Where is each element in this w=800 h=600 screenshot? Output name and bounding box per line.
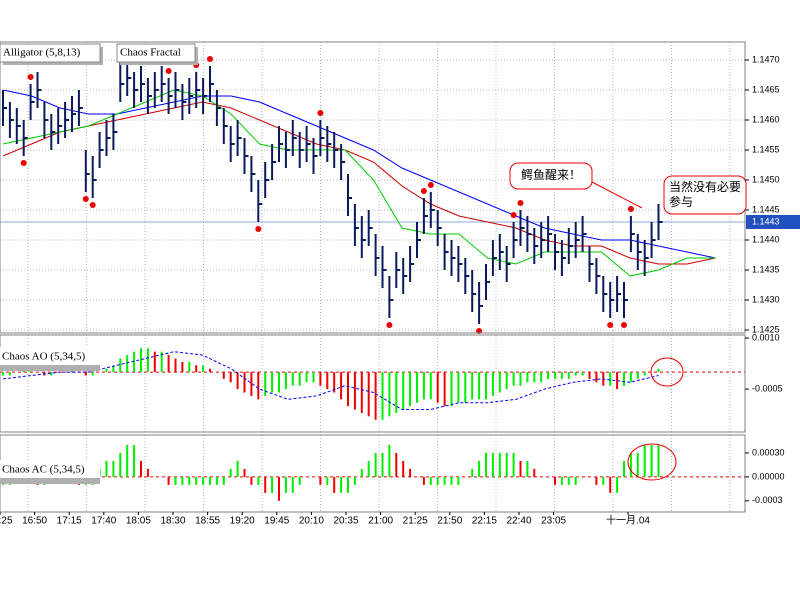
fractal-up — [627, 206, 634, 212]
indicator-label: Chaos Fractal — [120, 47, 181, 59]
x-tick-label: 22:40 — [506, 516, 531, 527]
x-tick-label: 18:55 — [195, 516, 220, 527]
fractal-down — [255, 226, 262, 232]
x-tick-label: 20:10 — [299, 516, 324, 527]
alligator-line — [2, 101, 716, 265]
ao-panel — [0, 334, 746, 433]
x-tick-label: 22:15 — [472, 516, 497, 527]
fractal-down — [89, 202, 96, 208]
fractal-up — [317, 110, 324, 116]
fractal-up — [427, 182, 434, 188]
callout-arrow — [591, 181, 643, 209]
y-tick-label: 1.1435 — [752, 264, 780, 274]
x-tick-label: 19:45 — [264, 516, 289, 527]
y-tick-label: 1.1450 — [752, 174, 780, 184]
fractal-up — [510, 212, 517, 218]
last-price-label: 1.1443 — [752, 216, 780, 226]
fractal-down — [386, 322, 393, 328]
label-box — [0, 460, 100, 480]
highlight-circle — [650, 357, 684, 387]
annotation: 鳄鱼醒来！ — [521, 168, 581, 182]
y-tick-label: -0.0005 — [752, 383, 783, 393]
y-tick-label: 1.1455 — [752, 144, 780, 154]
fractal-down — [621, 322, 627, 328]
panel-title: Chaos AO (5,34,5) — [2, 351, 85, 363]
fractal-up — [420, 188, 427, 194]
x-tick-label: 18:05 — [126, 516, 151, 527]
ac-panel — [0, 434, 746, 513]
indicator-label: Alligator (5,8,13) — [3, 47, 81, 59]
y-tick-label: 1.1460 — [752, 114, 780, 124]
x-tick-label: 19:20 — [230, 516, 255, 527]
x-tick-label: 21:00 — [368, 516, 393, 527]
fractal-down — [82, 196, 89, 202]
x-tick-label: 16:25 — [0, 516, 13, 527]
x-tick-label: 21:25 — [403, 516, 428, 527]
x-tick-label: 17:15 — [57, 516, 82, 527]
y-tick-label: 1.1430 — [752, 294, 780, 304]
last-price-tag — [746, 215, 800, 229]
fractal-down — [20, 160, 27, 166]
panel-title: Chaos AC (5,34,5) — [2, 464, 85, 476]
signal-line — [2, 351, 659, 411]
x-tick-label: 23:05 — [541, 516, 566, 527]
label-box — [0, 347, 100, 367]
fractal-up — [207, 56, 213, 62]
y-tick-label: 1.1470 — [752, 54, 780, 64]
alligator-line — [2, 89, 716, 277]
label-box — [0, 43, 101, 63]
fractal-up — [517, 200, 524, 206]
x-tick-label: 21:50 — [437, 516, 462, 527]
y-tick-label: 0.00000 — [752, 471, 785, 481]
x-tick-label: 十一月.04 — [606, 514, 650, 527]
callout — [509, 162, 593, 190]
annotation: 参与 — [669, 194, 693, 209]
x-tick-label: 16:50 — [22, 516, 47, 527]
label-shadow — [0, 478, 100, 484]
annotation: 当然没有必要 — [669, 179, 741, 194]
y-tick-label: 1.1425 — [752, 324, 780, 334]
alligator-line — [2, 89, 716, 259]
label-shadow — [0, 365, 100, 371]
y-tick-label: 1.1465 — [752, 84, 780, 94]
fractal-up — [27, 74, 34, 80]
x-tick-label: 20:35 — [333, 516, 358, 527]
callout — [663, 175, 747, 215]
highlight-circle — [627, 443, 677, 481]
y-tick-label: 0.0010 — [752, 332, 780, 342]
x-tick-label: 18:30 — [160, 516, 185, 527]
y-tick-label: 1.1445 — [752, 204, 780, 214]
y-tick-label: 1.1440 — [752, 234, 780, 244]
fractal-up — [165, 68, 172, 74]
x-tick-label: 17:40 — [91, 516, 116, 527]
y-tick-label: 0.00030 — [752, 447, 785, 457]
marks — [0, 50, 745, 501]
fractal-down — [607, 322, 614, 328]
y-tick-label: -0.0003 — [752, 495, 783, 505]
label-box — [116, 43, 196, 63]
